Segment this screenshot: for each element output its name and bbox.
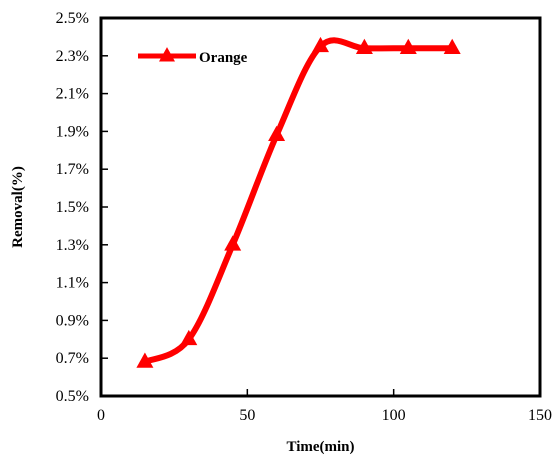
series-line-orange bbox=[141, 37, 456, 365]
x-axis-ticks: 0 50 100 150 bbox=[97, 389, 552, 424]
x-axis-title: Time(min) bbox=[286, 439, 354, 455]
y-tick-label: 0.9% bbox=[56, 312, 89, 329]
x-tick-label: 150 bbox=[528, 407, 552, 424]
y-tick-label: 2.1% bbox=[56, 86, 89, 103]
y-tick-label: 2.3% bbox=[56, 48, 89, 65]
y-tick-label: 1.3% bbox=[56, 237, 89, 254]
x-tick-label: 100 bbox=[382, 407, 406, 424]
y-axis-title: Removal(%) bbox=[10, 166, 26, 248]
data-point-marker bbox=[355, 38, 373, 55]
legend-label-orange: Orange bbox=[199, 50, 248, 66]
x-tick-label: 50 bbox=[239, 407, 255, 424]
y-tick-label: 0.5% bbox=[56, 388, 89, 405]
data-point-marker bbox=[443, 38, 461, 55]
data-point-marker bbox=[268, 125, 286, 141]
series-layer bbox=[136, 36, 461, 368]
y-tick-label: 1.5% bbox=[56, 199, 89, 216]
y-tick-label: 1.7% bbox=[56, 161, 89, 178]
data-point-marker bbox=[136, 352, 154, 368]
data-point-marker bbox=[180, 329, 198, 346]
plot-area-frame bbox=[99, 16, 542, 398]
legend: Orange bbox=[138, 47, 248, 66]
data-point-marker bbox=[312, 36, 329, 53]
legend-triangle-marker bbox=[159, 47, 175, 62]
data-point-marker bbox=[224, 235, 242, 251]
y-tick-label: 1.1% bbox=[56, 275, 89, 292]
y-tick-label: 1.9% bbox=[56, 123, 89, 140]
data-point-marker bbox=[399, 38, 417, 55]
y-axis-ticks: 0.5% 0.7% 0.9% 1.1% 1.3% 1.5% 1.7% 1.9% 2.1% 2.3%… bbox=[56, 10, 108, 405]
y-tick-label: 0.7% bbox=[56, 350, 89, 367]
y-tick-label: 2.5% bbox=[56, 10, 89, 27]
x-tick-label: 0 bbox=[97, 407, 105, 424]
